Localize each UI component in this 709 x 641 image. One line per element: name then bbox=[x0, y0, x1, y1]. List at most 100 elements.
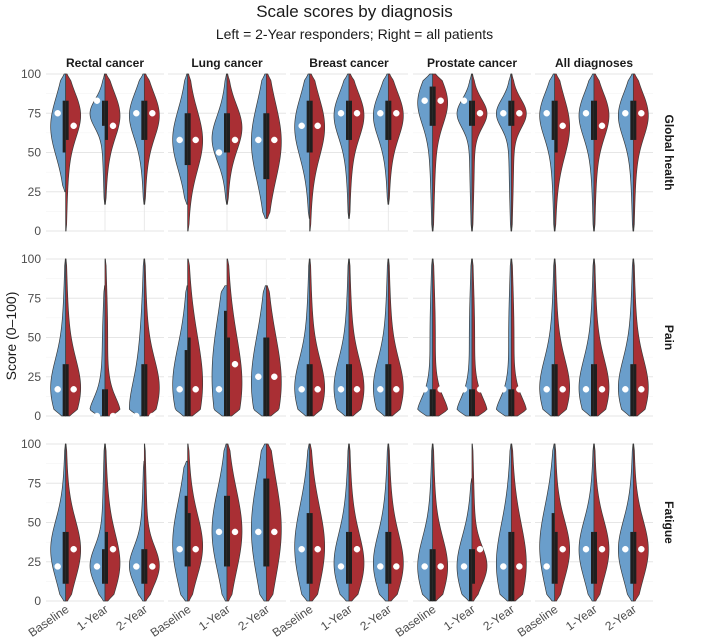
violin-half-right bbox=[187, 443, 204, 602]
panel-fatigue-all-diagnoses bbox=[535, 443, 653, 602]
mean-point-right bbox=[598, 122, 606, 130]
violin-half-right bbox=[348, 73, 365, 219]
violin-half-right bbox=[510, 443, 527, 602]
y-axis-label: Score (0–100) bbox=[3, 292, 19, 381]
iqr-box-right bbox=[388, 531, 392, 584]
panel-pain-all-diagnoses bbox=[535, 258, 653, 417]
iqr-box-left bbox=[551, 513, 555, 584]
mean-point-right bbox=[109, 122, 117, 130]
mean-point-left bbox=[215, 386, 223, 393]
mean-point-left bbox=[298, 386, 305, 393]
violin-half-left bbox=[250, 443, 267, 602]
mean-point-right bbox=[598, 386, 606, 393]
mean-point-right bbox=[149, 110, 156, 117]
iqr-box-right bbox=[227, 495, 230, 567]
violin-half-right bbox=[309, 443, 326, 602]
mean-point-right bbox=[638, 545, 645, 553]
panel-global-health-prostate-cancer bbox=[413, 73, 531, 232]
mean-point-right bbox=[393, 110, 400, 117]
mean-point-right bbox=[271, 136, 278, 144]
panel-global-health-all-diagnoses bbox=[535, 73, 653, 232]
violin-half-right bbox=[104, 443, 121, 602]
iqr-box-left bbox=[508, 531, 512, 601]
iqr-box-right bbox=[266, 478, 270, 567]
mean-point-left bbox=[543, 110, 550, 117]
iqr-box-right bbox=[472, 389, 475, 416]
violin-half-left bbox=[294, 258, 311, 417]
iqr-box-left bbox=[429, 86, 433, 126]
iqr-box-left bbox=[102, 100, 105, 126]
mean-point-right bbox=[70, 545, 77, 553]
mean-point-left bbox=[133, 412, 140, 420]
facet-col-label: Rectal cancer bbox=[66, 56, 144, 70]
violin-half-left bbox=[211, 285, 228, 417]
y-tick-label: 0 bbox=[34, 224, 41, 238]
violin-half-right bbox=[432, 73, 449, 232]
violin-half-left bbox=[372, 73, 389, 205]
iqr-box-left bbox=[630, 531, 634, 584]
iqr-box-right bbox=[554, 531, 558, 584]
iqr-box-left bbox=[306, 100, 310, 153]
violin-half-right bbox=[226, 443, 243, 602]
mean-point-right bbox=[598, 545, 606, 553]
mean-point-left bbox=[377, 110, 384, 117]
violin-half-left bbox=[294, 443, 311, 602]
mean-point-right bbox=[314, 386, 321, 393]
y-tick-label: 100 bbox=[21, 252, 41, 266]
violin-half-left bbox=[89, 73, 106, 205]
mean-point-right bbox=[314, 122, 321, 130]
mean-point-right bbox=[314, 545, 321, 553]
iqr-box-right bbox=[65, 364, 69, 416]
mean-point-left bbox=[133, 563, 140, 570]
iqr-box-left bbox=[62, 364, 66, 416]
violin-half-left bbox=[50, 443, 67, 602]
panel-pain-rectal-cancer bbox=[46, 258, 164, 420]
violin-half-left bbox=[495, 443, 512, 602]
x-tick-label: Baseline bbox=[148, 602, 194, 640]
violin-half-right bbox=[387, 258, 404, 417]
mean-point-left bbox=[421, 386, 428, 393]
mean-point-left bbox=[622, 545, 629, 553]
mean-point-left bbox=[582, 110, 590, 117]
iqr-box-left bbox=[508, 100, 512, 126]
iqr-box-left bbox=[385, 100, 389, 140]
iqr-box-left bbox=[224, 113, 227, 153]
mean-point-left bbox=[500, 386, 507, 393]
violin-half-left bbox=[128, 258, 145, 417]
mean-point-right bbox=[516, 563, 523, 570]
mean-point-right bbox=[231, 360, 239, 368]
iqr-box-left bbox=[224, 310, 227, 416]
iqr-box-right bbox=[144, 364, 148, 416]
mean-point-right bbox=[476, 110, 484, 117]
iqr-box-right bbox=[594, 364, 597, 416]
violin-half-right bbox=[432, 443, 449, 602]
iqr-box-right bbox=[594, 100, 597, 140]
y-tick-label: 100 bbox=[21, 67, 41, 81]
mean-point-left bbox=[421, 97, 428, 104]
mean-point-right bbox=[559, 386, 566, 393]
iqr-box-left bbox=[306, 513, 310, 584]
violin-half-left bbox=[456, 73, 473, 232]
mean-point-right bbox=[192, 545, 199, 553]
violin-half-left bbox=[417, 443, 434, 602]
mean-point-left bbox=[54, 110, 61, 117]
iqr-box-left bbox=[263, 113, 267, 180]
mean-point-left bbox=[255, 373, 262, 380]
y-tick-label: 0 bbox=[34, 409, 41, 423]
iqr-box-right bbox=[144, 100, 148, 140]
mean-point-left bbox=[337, 386, 345, 393]
violin-half-left bbox=[211, 73, 228, 205]
violin-half-left bbox=[211, 443, 228, 602]
mean-point-right bbox=[70, 386, 77, 393]
facet-col-label: Breast cancer bbox=[309, 56, 389, 70]
iqr-box-left bbox=[306, 364, 310, 416]
mean-point-left bbox=[54, 563, 61, 570]
iqr-box-right bbox=[388, 100, 392, 140]
x-tick-label: 2-Year bbox=[602, 602, 639, 633]
mean-point-left bbox=[298, 545, 305, 553]
mean-point-left bbox=[176, 386, 183, 393]
y-tick-label: 75 bbox=[28, 291, 42, 305]
iqr-box-left bbox=[224, 495, 227, 567]
iqr-box-left bbox=[346, 100, 349, 140]
iqr-box-left bbox=[591, 531, 594, 584]
